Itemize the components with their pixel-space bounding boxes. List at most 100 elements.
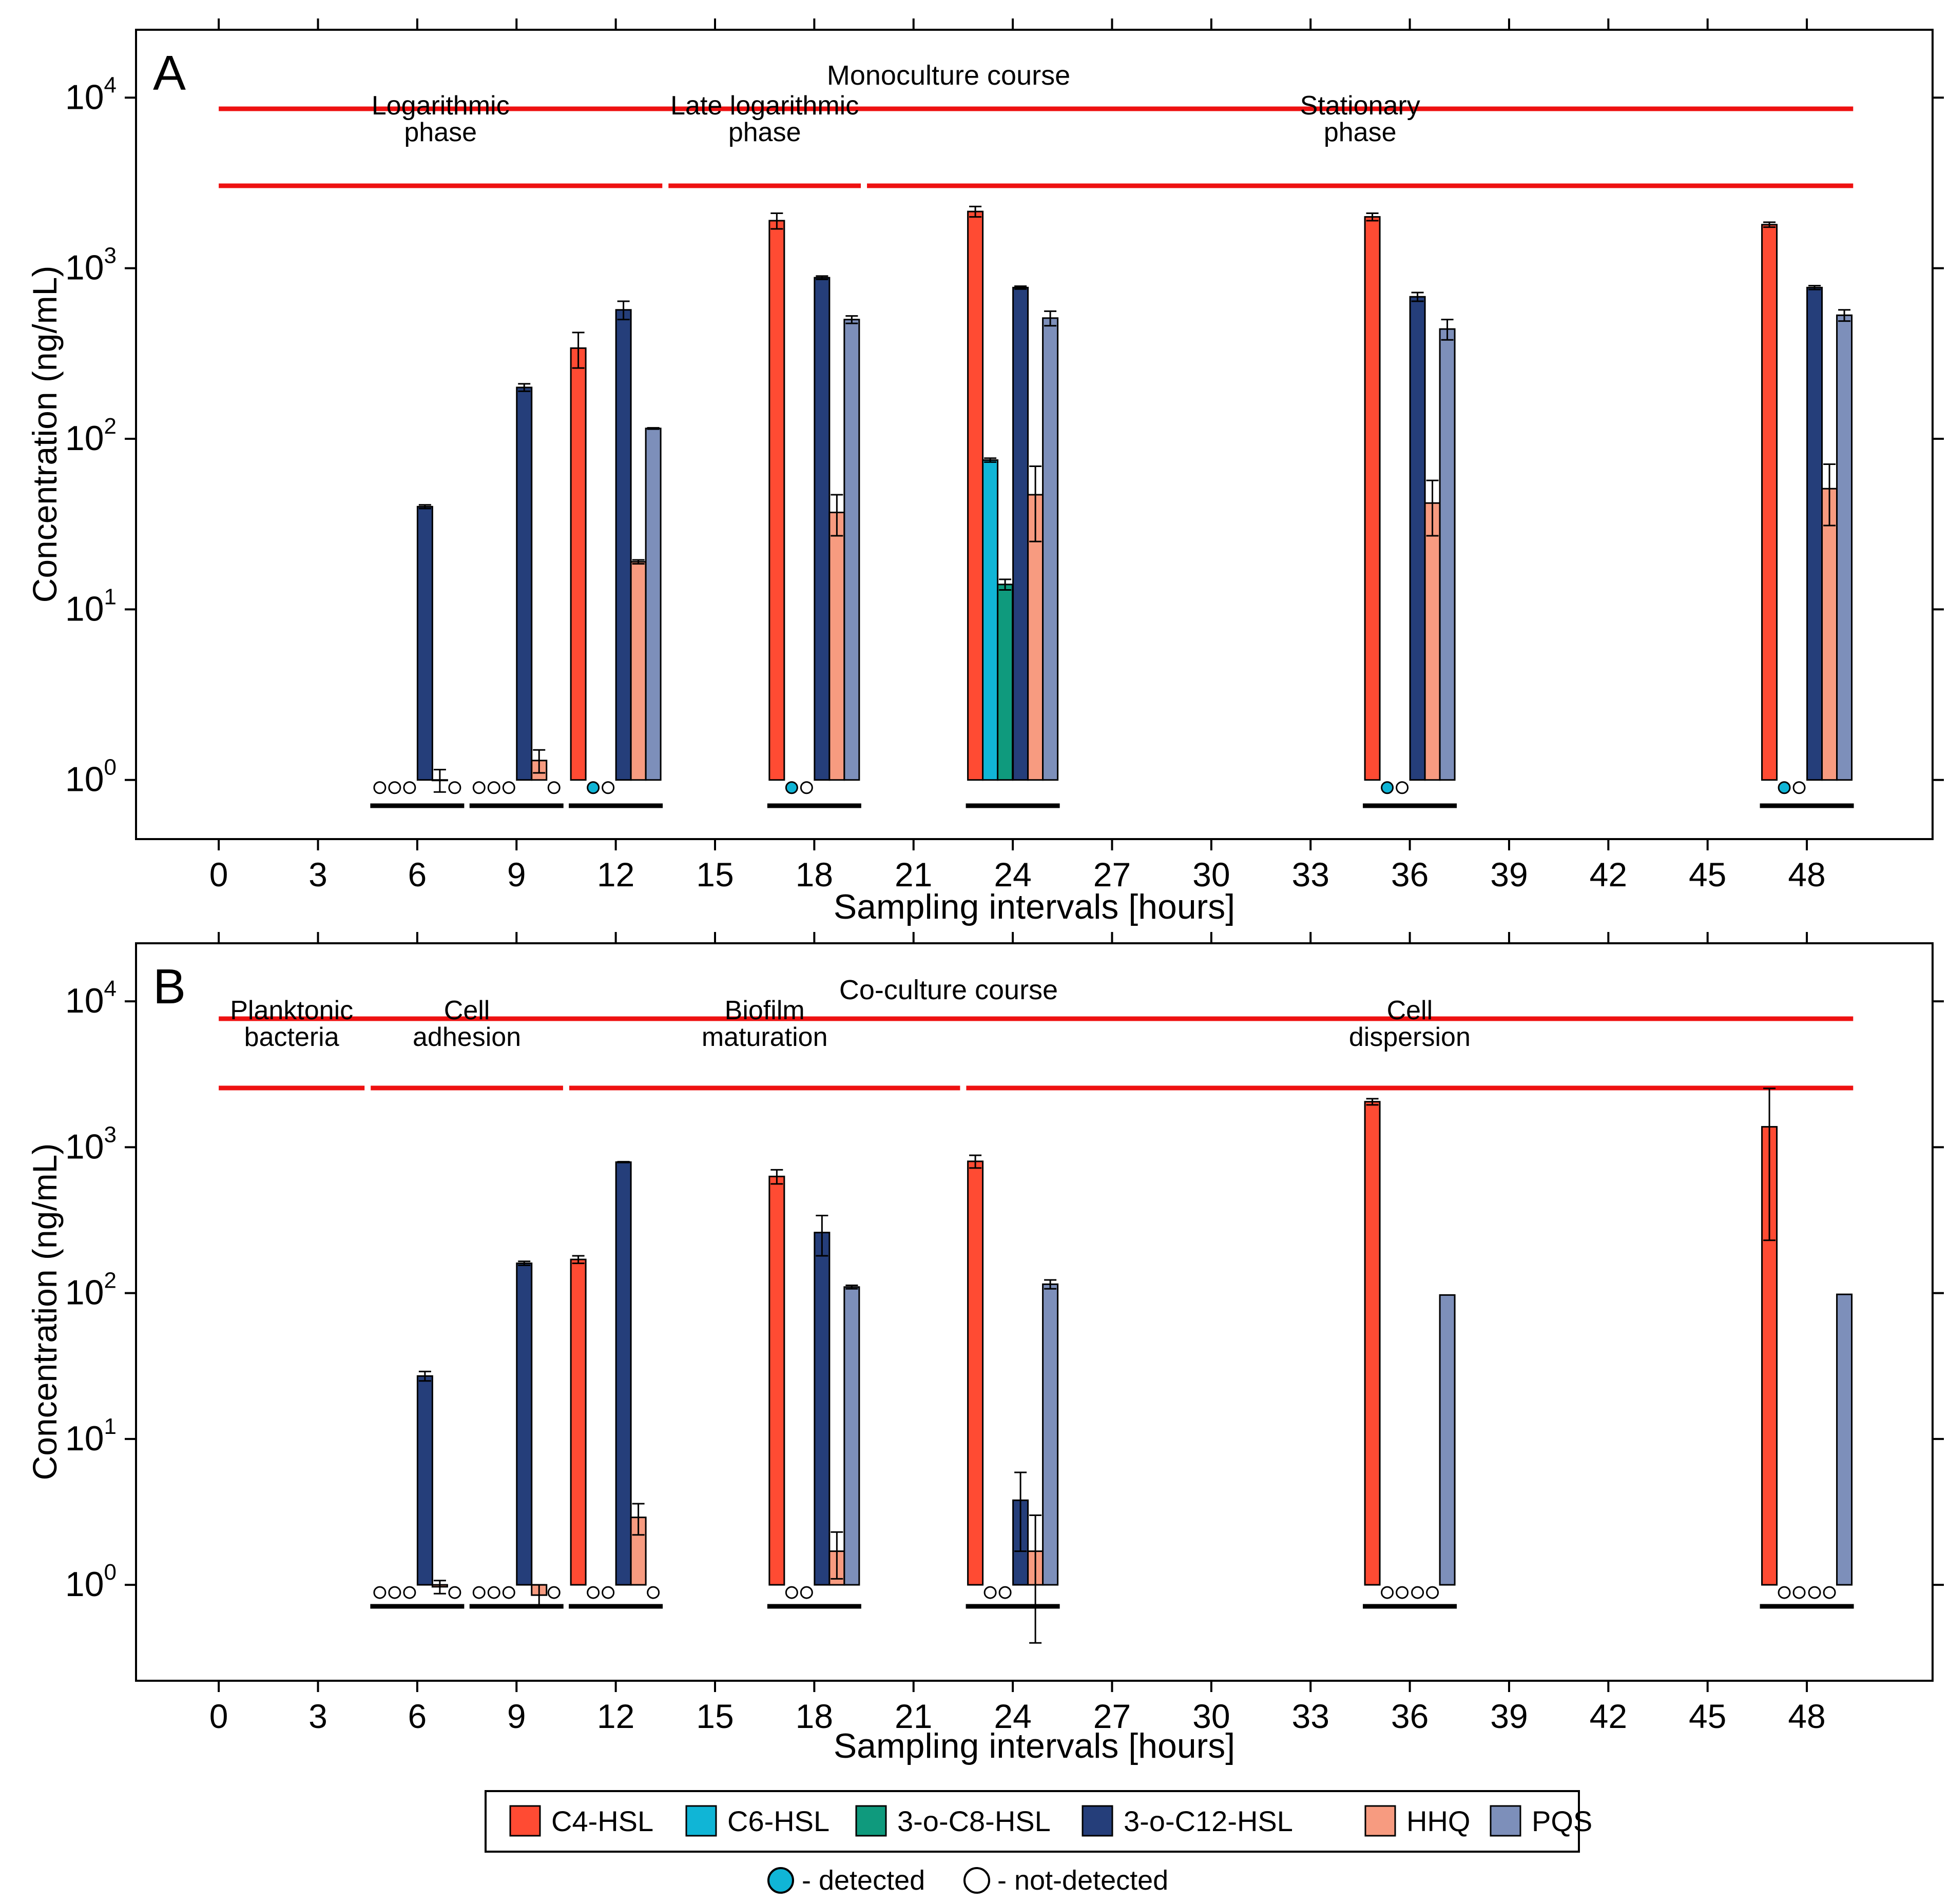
detected-marker (1778, 781, 1791, 794)
bar-c6-hsl (982, 459, 999, 781)
bar-hhq (630, 561, 647, 781)
not-detected-marker (1411, 1586, 1424, 1599)
x-tick-label: 42 (1590, 1697, 1627, 1735)
not-detected-marker (487, 781, 500, 794)
panel-a-ylabel: Concentration (ng/mL) (26, 266, 64, 603)
not-detected-marker (373, 1586, 387, 1599)
x-tick-label: 15 (696, 1697, 734, 1735)
not-detected-marker (502, 1586, 515, 1599)
y-tick-label: 104 (65, 72, 117, 116)
x-tick-label: 27 (1093, 1697, 1131, 1735)
bar-c4-hsl (1761, 224, 1778, 781)
panel-b-xlabel: Sampling intervals [hours] (834, 1726, 1235, 1765)
y-tick-label: 103 (65, 1122, 117, 1166)
phase-label: Logarithmic (372, 91, 510, 121)
x-tick-label: 42 (1590, 856, 1627, 893)
phase-label: adhesion (413, 1022, 521, 1052)
not-detected-marker (1778, 1586, 1791, 1599)
not-detected-marker (998, 1586, 1012, 1599)
bar-3-o-c12-hsl (615, 1161, 632, 1586)
x-tick-label: 36 (1391, 1697, 1429, 1735)
x-tick-label: 45 (1689, 1697, 1726, 1735)
bar-3-o-c12-hsl (416, 1375, 433, 1586)
not-detected-marker (1792, 1586, 1806, 1599)
not-detected-marker (1396, 1586, 1409, 1599)
legend-not-detected-label: - not-detected (997, 1865, 1168, 1896)
x-tick-label: 48 (1788, 856, 1825, 893)
x-tick-label: 33 (1292, 1697, 1329, 1735)
phase-label: bacteria (244, 1022, 339, 1052)
panel-b-label: B (153, 959, 186, 1014)
bar-c4-hsl (570, 1258, 587, 1586)
x-tick-label: 39 (1490, 1697, 1528, 1735)
legend-label: C6-HSL (727, 1805, 829, 1837)
legend-swatch-3-o-c8-hsl (855, 1805, 887, 1837)
not-detected-marker (602, 781, 615, 794)
phase-label: phase (728, 118, 801, 147)
bar-pqs (1836, 314, 1853, 781)
bar-3-o-c12-hsl (615, 309, 632, 781)
legend-swatch-c6-hsl (685, 1805, 717, 1837)
bar-pqs (1042, 1283, 1059, 1586)
phase-label: Cell (444, 996, 490, 1025)
bar-hhq (1821, 488, 1838, 781)
x-tick-label: 21 (895, 856, 932, 893)
bar-3-o-c12-hsl (416, 506, 433, 781)
not-detected-marker (388, 781, 401, 794)
x-tick-label: 12 (597, 1697, 634, 1735)
not-detected-marker (800, 781, 813, 794)
x-tick-label: 9 (507, 856, 526, 893)
y-tick-label: 100 (65, 1560, 117, 1604)
legend-not-detected-marker (963, 1867, 990, 1894)
not-detected-marker (388, 1586, 401, 1599)
not-detected-marker (800, 1586, 813, 1599)
bar-c4-hsl (1364, 1101, 1381, 1586)
bar-c4-hsl (1761, 1126, 1778, 1586)
phase-label: dispersion (1349, 1022, 1471, 1052)
phase-label: Stationary (1300, 91, 1420, 121)
x-tick-label: 18 (796, 1697, 833, 1735)
x-tick-label: 24 (994, 1697, 1031, 1735)
bar-3-o-c8-hsl (997, 584, 1014, 781)
bar-c4-hsl (570, 347, 587, 781)
x-tick-label: 33 (1292, 856, 1329, 893)
x-tick-label: 15 (696, 856, 734, 893)
not-detected-marker (1426, 1586, 1439, 1599)
y-tick-label: 101 (65, 1414, 117, 1458)
x-tick-label: 6 (408, 1697, 427, 1735)
legend-label: 3-o-C12-HSL (1124, 1805, 1293, 1837)
not-detected-marker (448, 781, 461, 794)
not-detected-marker (487, 1586, 500, 1599)
bar-hhq (1424, 502, 1441, 781)
y-tick-label: 102 (65, 1268, 117, 1312)
not-detected-marker (472, 1586, 486, 1599)
phase-label: Cell (1387, 996, 1433, 1025)
phase-label: phase (1324, 118, 1397, 147)
phase-label: Biofilm (725, 996, 805, 1025)
bar-3-o-c12-hsl (1806, 286, 1823, 781)
panel-b-ylabel: Concentration (ng/mL) (26, 1143, 64, 1481)
legend-label: C4-HSL (551, 1805, 653, 1837)
bar-pqs (1439, 328, 1456, 781)
x-tick-label: 45 (1689, 856, 1726, 893)
legend-swatch-3-o-c12-hsl (1082, 1805, 1113, 1837)
legend-label: HHQ (1406, 1805, 1470, 1837)
phase-label: phase (404, 118, 477, 147)
legend-frame (485, 1790, 1580, 1853)
phase-label: maturation (702, 1022, 828, 1052)
x-tick-label: 18 (796, 856, 833, 893)
legend-detected-marker (767, 1867, 794, 1894)
legend-label: PQS (1532, 1805, 1592, 1837)
bar-3-o-c12-hsl (814, 277, 831, 781)
bar-3-o-c12-hsl (814, 1232, 831, 1586)
phase-label: Planktonic (230, 996, 353, 1025)
legend: C4-HSL C6-HSL 3-o-C8-HSL 3-o-C12-HSL HHQ PQS … (485, 1790, 1592, 1896)
legend-swatch-c4-hsl (509, 1805, 541, 1837)
panel-b-course-label: Co-culture course (839, 975, 1058, 1005)
legend-label: 3-o-C8-HSL (897, 1805, 1051, 1837)
bar-c4-hsl (967, 1160, 984, 1586)
legend-swatch-pqs (1490, 1805, 1521, 1837)
x-tick-label: 6 (408, 856, 427, 893)
not-detected-marker (587, 1586, 600, 1599)
x-tick-label: 24 (994, 856, 1031, 893)
